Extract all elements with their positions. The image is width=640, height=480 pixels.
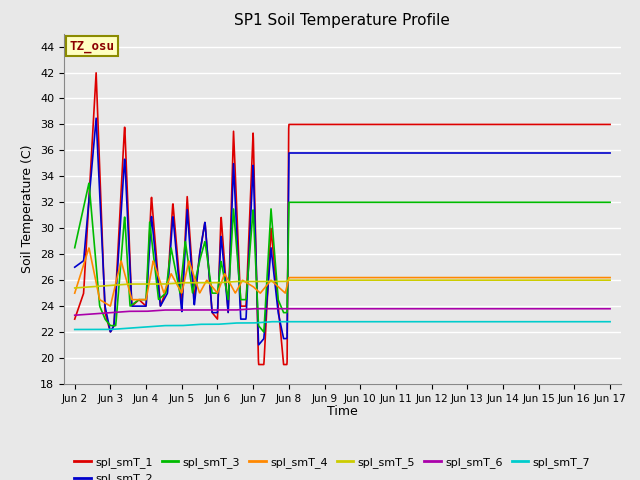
spl_smT_7	[332, 319, 339, 324]
spl_smT_6	[250, 306, 257, 312]
spl_smT_6	[591, 306, 598, 312]
spl_smT_1	[606, 121, 614, 127]
spl_smT_3	[99, 310, 106, 315]
spl_smT_3	[71, 245, 79, 251]
spl_smT_5	[606, 277, 614, 283]
spl_smT_7	[591, 319, 598, 324]
Title: SP1 Soil Temperature Profile: SP1 Soil Temperature Profile	[234, 13, 451, 28]
Legend: spl_smT_1, spl_smT_2, spl_smT_3, spl_smT_4, spl_smT_5, spl_smT_6, spl_smT_7: spl_smT_1, spl_smT_2, spl_smT_3, spl_smT…	[70, 453, 595, 480]
spl_smT_5	[493, 277, 500, 283]
Line: spl_smT_7: spl_smT_7	[75, 322, 610, 329]
Line: spl_smT_3: spl_smT_3	[75, 183, 610, 332]
spl_smT_1	[332, 121, 339, 127]
spl_smT_3	[591, 199, 598, 205]
spl_smT_2	[99, 245, 106, 251]
spl_smT_2	[71, 264, 79, 270]
spl_smT_1	[92, 70, 100, 76]
spl_smT_3	[260, 329, 268, 335]
spl_smT_4	[606, 275, 614, 280]
spl_smT_1	[71, 316, 79, 322]
spl_smT_7	[317, 319, 325, 324]
spl_smT_4	[71, 290, 79, 296]
X-axis label: Time: Time	[327, 405, 358, 418]
spl_smT_3	[493, 199, 500, 205]
spl_smT_1	[591, 121, 599, 127]
Line: spl_smT_1: spl_smT_1	[75, 73, 610, 364]
spl_smT_5	[285, 277, 293, 283]
spl_smT_7	[591, 319, 598, 324]
spl_smT_2	[591, 150, 599, 156]
spl_smT_4	[591, 275, 598, 280]
spl_smT_1	[255, 361, 262, 367]
spl_smT_3	[606, 199, 614, 205]
Line: spl_smT_5: spl_smT_5	[75, 280, 610, 288]
spl_smT_6	[493, 306, 500, 312]
spl_smT_5	[317, 277, 325, 283]
spl_smT_6	[71, 312, 79, 318]
spl_smT_7	[493, 319, 500, 324]
spl_smT_6	[317, 306, 325, 312]
spl_smT_6	[332, 306, 339, 312]
spl_smT_2	[92, 115, 100, 121]
spl_smT_4	[493, 275, 500, 280]
spl_smT_6	[606, 306, 614, 312]
spl_smT_4	[591, 275, 599, 280]
spl_smT_5	[71, 285, 79, 291]
spl_smT_4	[106, 303, 114, 309]
spl_smT_7	[98, 326, 106, 332]
spl_smT_3	[317, 199, 325, 205]
spl_smT_6	[591, 306, 598, 312]
spl_smT_1	[317, 121, 325, 127]
Line: spl_smT_6: spl_smT_6	[75, 309, 610, 315]
spl_smT_1	[99, 236, 106, 241]
spl_smT_2	[493, 150, 500, 156]
spl_smT_4	[317, 275, 325, 280]
spl_smT_3	[85, 180, 93, 186]
spl_smT_3	[332, 199, 339, 205]
spl_smT_4	[99, 299, 106, 304]
spl_smT_7	[267, 319, 275, 324]
spl_smT_1	[493, 121, 500, 127]
spl_smT_2	[591, 150, 598, 156]
spl_smT_3	[591, 199, 599, 205]
spl_smT_5	[332, 277, 339, 283]
spl_smT_2	[317, 150, 325, 156]
Y-axis label: Soil Temperature (C): Soil Temperature (C)	[22, 144, 35, 273]
spl_smT_5	[591, 277, 598, 283]
spl_smT_2	[606, 150, 614, 156]
spl_smT_2	[255, 342, 262, 348]
spl_smT_1	[591, 121, 598, 127]
Text: TZ_osu: TZ_osu	[70, 40, 115, 53]
spl_smT_7	[71, 326, 79, 332]
Line: spl_smT_2: spl_smT_2	[75, 118, 610, 345]
spl_smT_5	[98, 283, 106, 289]
spl_smT_7	[606, 319, 614, 324]
spl_smT_5	[591, 277, 598, 283]
Line: spl_smT_4: spl_smT_4	[75, 248, 610, 306]
spl_smT_2	[332, 150, 339, 156]
spl_smT_4	[332, 275, 339, 280]
spl_smT_6	[98, 311, 106, 316]
spl_smT_4	[85, 245, 93, 251]
